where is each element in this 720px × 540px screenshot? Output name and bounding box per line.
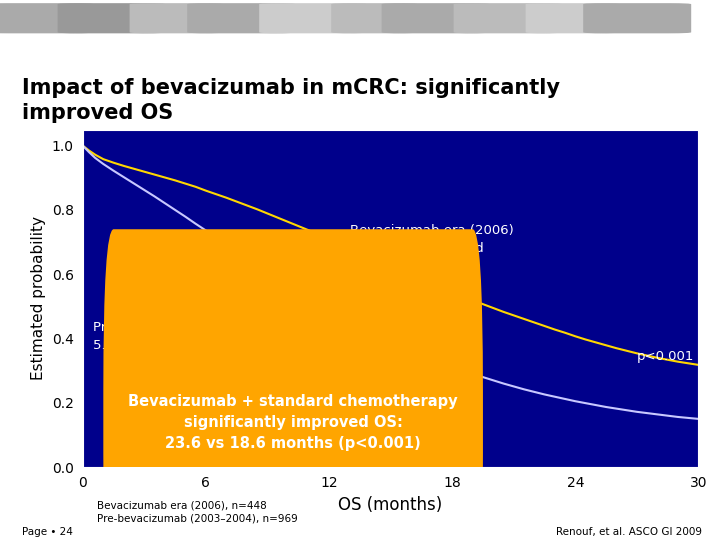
Text: Bevacizumab + standard chemotherapy
significantly improved OS:
23.6 vs 18.6 mont: Bevacizumab + standard chemotherapy sign… xyxy=(128,394,458,450)
Text: Bevacizumab era (2006)
30.6% received
bevacizumab: Bevacizumab era (2006) 30.6% received be… xyxy=(350,224,513,273)
Text: improved OS: improved OS xyxy=(22,103,173,123)
FancyBboxPatch shape xyxy=(259,3,367,33)
Text: Renouf, et al. ASCO GI 2009: Renouf, et al. ASCO GI 2009 xyxy=(556,527,702,537)
FancyBboxPatch shape xyxy=(583,3,691,33)
FancyBboxPatch shape xyxy=(58,3,166,33)
Text: Bevacizumab era (2006), n=448
Pre-bevacizumab (2003–2004), n=969: Bevacizumab era (2006), n=448 Pre-bevaci… xyxy=(97,501,298,524)
Text: p<0.001: p<0.001 xyxy=(637,350,694,363)
FancyBboxPatch shape xyxy=(454,3,562,33)
X-axis label: OS (months): OS (months) xyxy=(338,496,443,514)
Y-axis label: Estimated probability: Estimated probability xyxy=(31,217,46,380)
FancyBboxPatch shape xyxy=(331,3,418,33)
FancyBboxPatch shape xyxy=(0,3,94,33)
Text: Pre-bevacizumab (2003–2004)
5.9% received bevacizumab: Pre-bevacizumab (2003–2004) 5.9% receive… xyxy=(93,321,297,353)
Text: Page • 24: Page • 24 xyxy=(22,527,73,537)
FancyBboxPatch shape xyxy=(382,3,490,33)
FancyBboxPatch shape xyxy=(187,3,295,33)
FancyBboxPatch shape xyxy=(130,3,223,33)
Text: Impact of bevacizumab in mCRC: significantly: Impact of bevacizumab in mCRC: significa… xyxy=(22,78,559,98)
FancyBboxPatch shape xyxy=(104,230,483,540)
FancyBboxPatch shape xyxy=(526,3,619,33)
